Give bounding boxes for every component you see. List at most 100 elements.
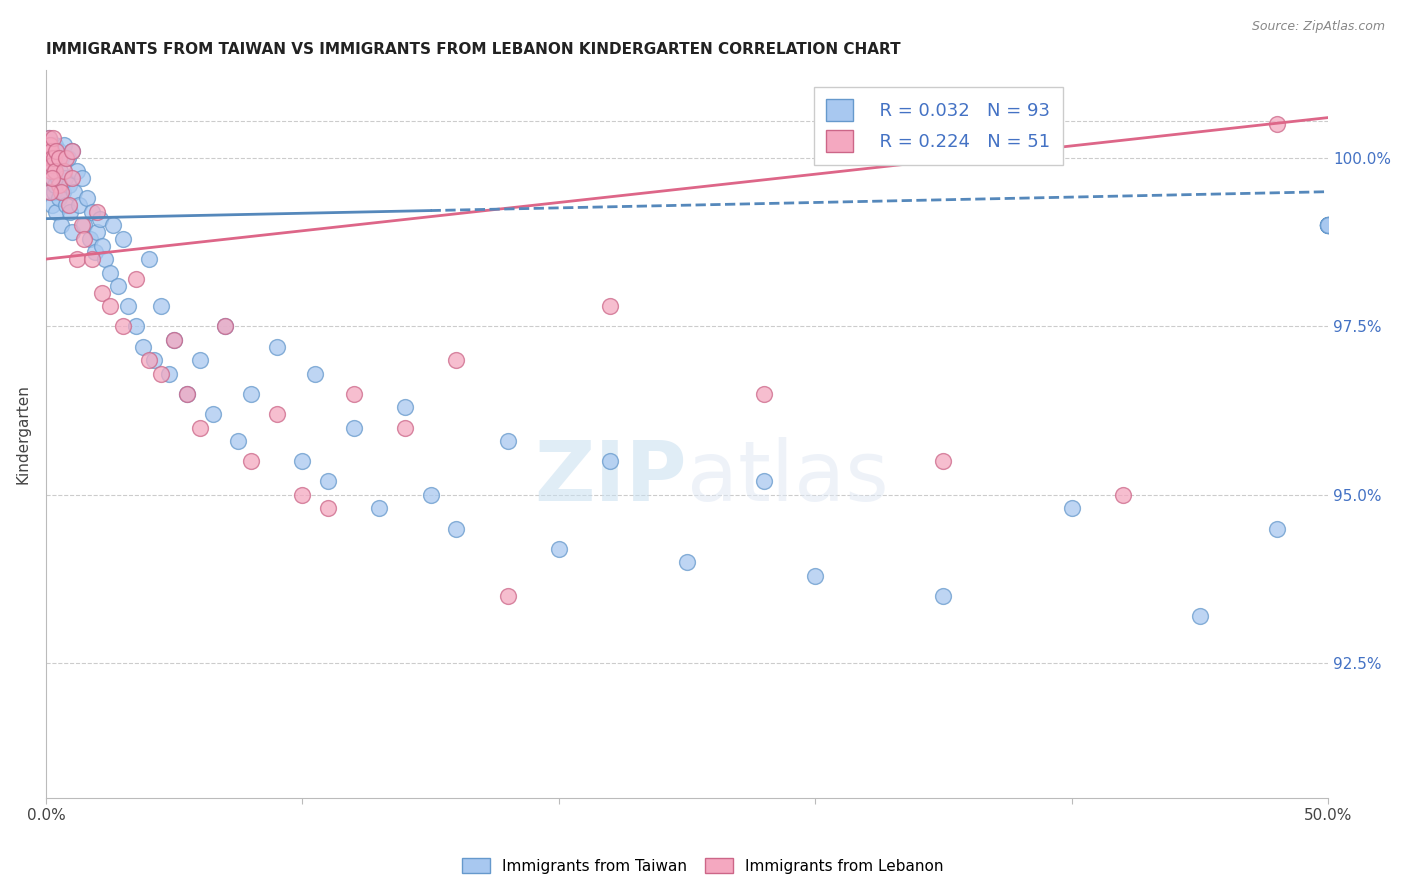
Point	[60, 171, 83, 186]
Point	[111, 319, 134, 334]
Point	[39, 158, 62, 172]
Point	[201, 407, 224, 421]
Point	[1317, 219, 1340, 233]
Text: atlas: atlas	[688, 437, 889, 518]
Point	[91, 238, 114, 252]
Point	[37, 137, 59, 152]
Point	[804, 568, 827, 582]
Point	[932, 454, 955, 468]
Point	[39, 164, 62, 178]
Point	[51, 185, 73, 199]
Point	[111, 232, 134, 246]
Point	[89, 211, 111, 226]
Point	[676, 555, 699, 569]
Point	[42, 130, 65, 145]
Point	[42, 151, 65, 165]
Point	[86, 205, 108, 219]
Point	[37, 145, 59, 159]
Point	[188, 420, 211, 434]
Point	[1317, 219, 1340, 233]
Point	[125, 272, 148, 286]
Point	[496, 434, 519, 448]
Point	[38, 130, 60, 145]
Point	[48, 151, 70, 165]
Point	[51, 151, 73, 165]
Point	[1317, 219, 1340, 233]
Point	[226, 434, 249, 448]
Point	[38, 164, 60, 178]
Point	[48, 178, 70, 192]
Point	[1188, 609, 1211, 624]
Point	[41, 151, 63, 165]
Point	[266, 340, 288, 354]
Point	[52, 164, 75, 178]
Point	[39, 137, 62, 152]
Legend: Immigrants from Taiwan, Immigrants from Lebanon: Immigrants from Taiwan, Immigrants from …	[457, 852, 949, 880]
Point	[63, 185, 86, 199]
Point	[70, 171, 93, 186]
Point	[1265, 117, 1288, 131]
Point	[266, 407, 288, 421]
Point	[79, 232, 101, 246]
Point	[60, 225, 83, 239]
Point	[163, 333, 186, 347]
Point	[41, 171, 63, 186]
Point	[38, 145, 60, 159]
Point	[1317, 219, 1340, 233]
Point	[60, 145, 83, 159]
Point	[42, 151, 65, 165]
Point	[44, 137, 66, 152]
Point	[496, 589, 519, 603]
Point	[150, 367, 173, 381]
Point	[176, 387, 198, 401]
Point	[547, 541, 569, 556]
Point	[58, 198, 80, 212]
Point	[316, 475, 339, 489]
Point	[76, 191, 98, 205]
Point	[142, 353, 165, 368]
Point	[1317, 219, 1340, 233]
Point	[38, 130, 60, 145]
Point	[41, 158, 63, 172]
Text: IMMIGRANTS FROM TAIWAN VS IMMIGRANTS FROM LEBANON KINDERGARTEN CORRELATION CHART: IMMIGRANTS FROM TAIWAN VS IMMIGRANTS FRO…	[46, 42, 901, 57]
Point	[1112, 488, 1135, 502]
Point	[125, 319, 148, 334]
Point	[291, 454, 314, 468]
Point	[37, 137, 59, 152]
Point	[41, 171, 63, 186]
Point	[446, 522, 468, 536]
Point	[98, 266, 121, 280]
Point	[83, 245, 105, 260]
Point	[150, 299, 173, 313]
Point	[66, 164, 89, 178]
Point	[343, 420, 366, 434]
Point	[59, 205, 82, 219]
Point	[73, 232, 96, 246]
Point	[60, 145, 83, 159]
Point	[1317, 219, 1340, 233]
Point	[240, 454, 263, 468]
Point	[91, 285, 114, 300]
Point	[932, 589, 955, 603]
Point	[38, 185, 60, 199]
Point	[39, 145, 62, 159]
Point	[394, 420, 416, 434]
Point	[41, 198, 63, 212]
Point	[368, 501, 391, 516]
Point	[45, 205, 67, 219]
Point	[55, 151, 77, 165]
Point	[58, 178, 80, 192]
Point	[1265, 522, 1288, 536]
Point	[188, 353, 211, 368]
Point	[49, 164, 72, 178]
Point	[82, 252, 104, 266]
Point	[132, 340, 155, 354]
Point	[67, 198, 90, 212]
Legend:   R = 0.032   N = 93,   R = 0.224   N = 51: R = 0.032 N = 93, R = 0.224 N = 51	[814, 87, 1063, 165]
Point	[70, 219, 93, 233]
Point	[56, 151, 79, 165]
Point	[98, 299, 121, 313]
Point	[37, 145, 59, 159]
Point	[419, 488, 441, 502]
Point	[66, 252, 89, 266]
